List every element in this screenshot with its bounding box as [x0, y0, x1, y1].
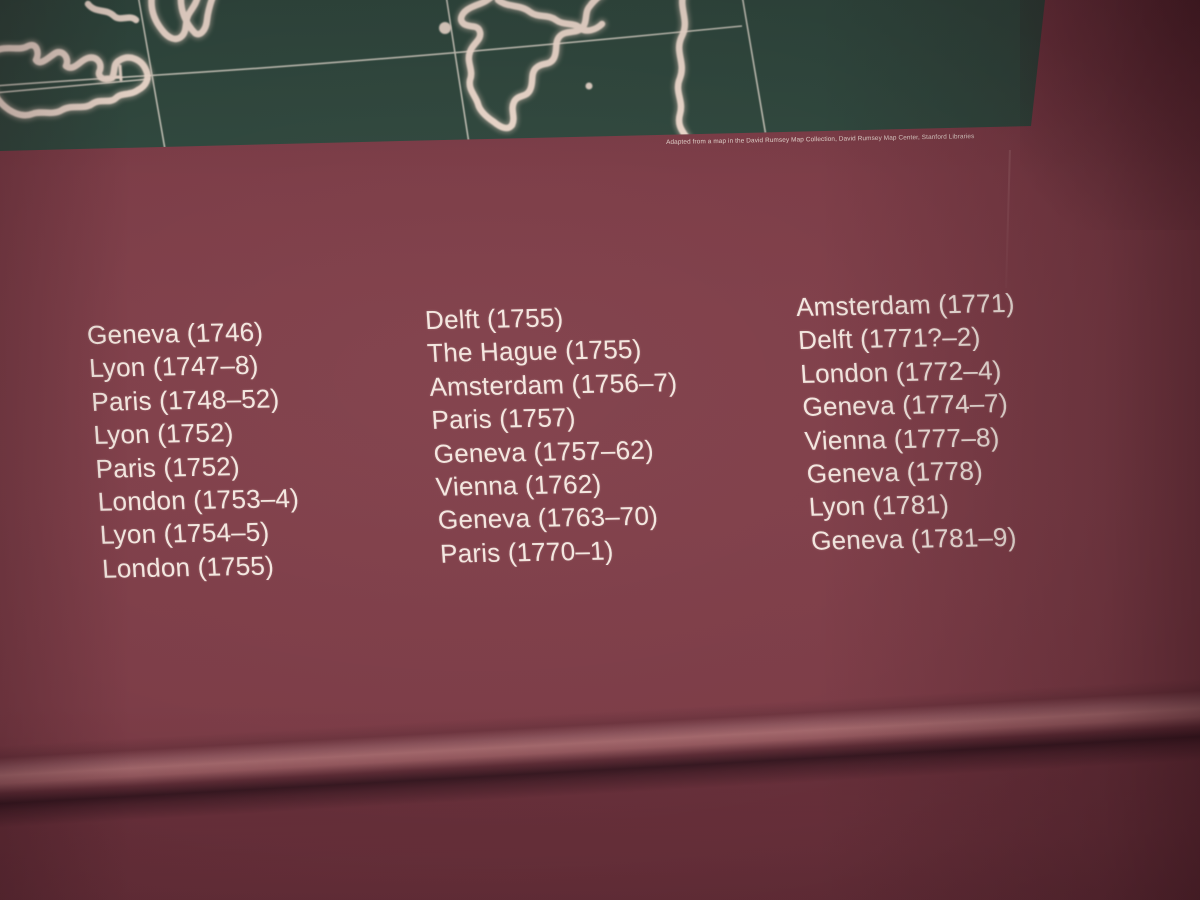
- grid-meridian-3: [741, 0, 769, 149]
- city-year-entry: London (1755): [101, 550, 275, 584]
- city-year-entry: Geneva (1746): [86, 316, 265, 350]
- islet-dot-1: [439, 22, 451, 34]
- grid-course-line: [0, 78, 151, 94]
- map-sea: [0, 0, 1045, 151]
- city-year-entry: Lyon (1752): [92, 417, 235, 451]
- city-year-entry: Paris (1770–1): [439, 535, 615, 569]
- city-year-entry: Geneva (1757–62): [432, 434, 655, 469]
- city-year-entry: Vienna (1777–8): [803, 421, 1001, 456]
- coastline-hook: [148, 0, 202, 43]
- city-year-entry: The Hague (1755): [426, 334, 643, 369]
- city-year-entry: London (1753–4): [96, 482, 300, 517]
- grid-meridian-2: [445, 0, 471, 151]
- city-year-entry: London (1772–4): [799, 354, 1003, 389]
- coastline-v-inlet: [177, 0, 217, 38]
- city-year-entry: Amsterdam (1756–7): [428, 366, 679, 402]
- city-year-entry: Lyon (1754–5): [99, 516, 271, 551]
- coastline-river-coast: [674, 0, 693, 146]
- city-year-entry: Lyon (1747–8): [88, 350, 260, 384]
- coastline-detail-mark: [104, 64, 123, 82]
- city-year-entry: Paris (1748–52): [90, 383, 281, 417]
- city-year-entry: Geneva (1781–9): [810, 521, 1018, 556]
- city-year-entry: Geneva (1763–70): [437, 501, 659, 536]
- coastline-bay-west: [457, 0, 516, 132]
- city-year-entry: Delft (1771?–2): [797, 321, 982, 356]
- coastline-top-coast: [494, 0, 606, 34]
- grid-latitude-line: [0, 25, 743, 87]
- city-list-column-3: Amsterdam (1771) Delft (1771?–2) London …: [795, 287, 1031, 558]
- city-year-entry: Geneva (1778): [805, 455, 984, 489]
- city-year-entry: Paris (1757): [430, 402, 577, 436]
- city-year-entry: Lyon (1781): [808, 489, 950, 523]
- coastline-bay-east: [508, 0, 608, 129]
- islet-dot-2: [585, 82, 593, 90]
- map-panel: [0, 0, 1045, 151]
- coastlines: [0, 0, 693, 146]
- city-list-column-1: Geneva (1746) Lyon (1747–8) Paris (1748–…: [86, 315, 304, 586]
- city-year-entry: Paris (1752): [94, 450, 241, 484]
- wall-corner-shadow: [1020, 0, 1200, 230]
- coastline-top-fragment: [84, 0, 140, 24]
- city-list-column-2: Delft (1755) The Hague (1755) Amsterdam …: [424, 299, 689, 571]
- city-year-entry: Vienna (1762): [434, 468, 603, 502]
- city-year-entry: Delft (1755): [424, 302, 565, 335]
- city-year-entry: Geneva (1774–7): [801, 388, 1009, 423]
- city-year-entry: Amsterdam (1771): [795, 287, 1016, 322]
- coastline-island-top: [0, 41, 151, 94]
- coastline-island-bottom: [0, 80, 142, 119]
